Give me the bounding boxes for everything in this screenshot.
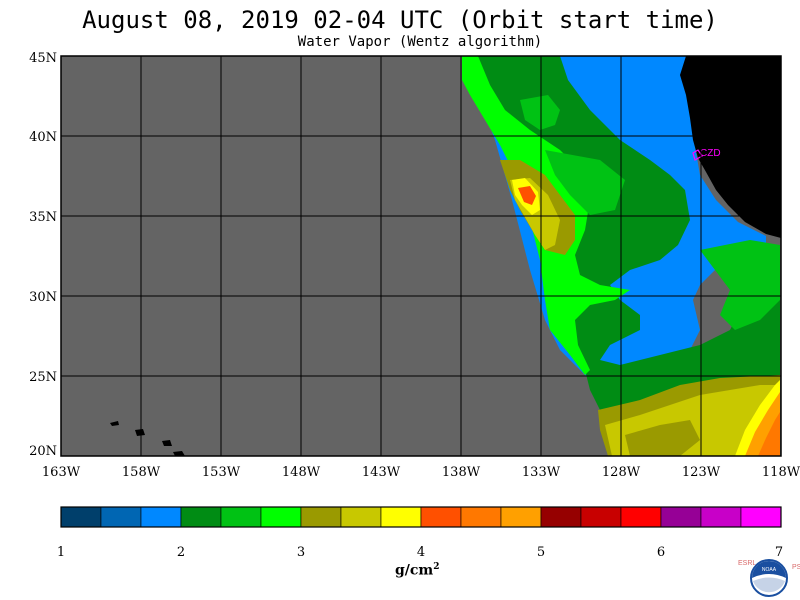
colorbar-swatch — [180, 506, 222, 528]
colorbar-tick-label: 6 — [657, 545, 665, 560]
colorbar-swatch — [740, 506, 782, 528]
map-panel: CZD — [60, 55, 782, 457]
map-subtitle: Water Vapor (Wentz algorithm) — [297, 34, 543, 50]
colorbar-swatch — [460, 506, 502, 528]
hawaii-island-2 — [135, 429, 145, 436]
colorbar-tick-label: 2 — [177, 545, 185, 560]
vapor-region-orange — [518, 186, 536, 205]
lon-label: 163W — [42, 465, 81, 480]
map-frame — [60, 55, 782, 457]
colorbar-tick-label: 3 — [297, 545, 305, 560]
logo-right-text: PSD — [792, 564, 800, 571]
lon-label: 128W — [602, 465, 641, 480]
lat-label: 20N — [29, 444, 57, 459]
station-marker-icon — [692, 149, 703, 161]
map-title: August 08, 2019 02-04 UTC (Orbit start t… — [82, 6, 718, 34]
lon-label: 158W — [122, 465, 161, 480]
land-coast — [680, 56, 781, 238]
colorbar-labels: 1 2 3 4 5 6 7 — [57, 545, 783, 560]
colorbar-swatch — [260, 506, 302, 528]
vapor-region-olive-south-2 — [625, 420, 700, 456]
colorbar-swatch — [500, 506, 542, 528]
colorbar-tick-label: 5 — [537, 545, 545, 560]
colorbar-swatch — [140, 506, 182, 528]
lon-label: 148W — [282, 465, 321, 480]
colorbar-swatch — [100, 506, 142, 528]
svg-text:NOAA: NOAA — [762, 567, 777, 573]
colorbar-swatch — [580, 506, 622, 528]
vapor-region-green — [520, 95, 560, 130]
colorbar-swatch — [660, 506, 702, 528]
colorbar-tick-label: 7 — [775, 545, 783, 560]
colorbar-tick-label: 4 — [417, 545, 425, 560]
lon-label: 123W — [682, 465, 721, 480]
lon-axis: 163W 158W 153W 148W 143W 138W 133W 128W … — [42, 465, 800, 480]
vapor-region-green-3 — [700, 240, 780, 330]
vapor-region-orange-south — [758, 412, 780, 456]
map-grid — [61, 56, 781, 456]
colorbar-swatch — [60, 506, 102, 528]
lat-label: 45N — [29, 51, 57, 66]
colorbar-swatch — [380, 506, 422, 528]
colorbar-frame — [60, 506, 782, 528]
lat-label: 40N — [29, 130, 57, 145]
lon-label: 143W — [362, 465, 401, 480]
hawaii-island-4 — [173, 451, 185, 456]
lon-label: 133W — [522, 465, 561, 480]
colorbar-unit: g/cm2 — [395, 562, 440, 579]
lat-label: 30N — [29, 290, 57, 305]
lat-axis: 45N 40N 35N 30N 25N 20N — [29, 51, 57, 459]
vapor-region-green-2 — [545, 150, 625, 215]
lon-label: 153W — [202, 465, 241, 480]
station-label: CZD — [700, 148, 721, 159]
colorbar-tick-label: 1 — [57, 545, 65, 560]
colorbar-swatch — [300, 506, 342, 528]
colorbar-swatch — [700, 506, 742, 528]
colorbar-swatch — [620, 506, 662, 528]
lon-label: 118W — [762, 465, 800, 480]
lat-label: 25N — [29, 370, 57, 385]
colorbar-swatch — [420, 506, 462, 528]
lon-label: 138W — [442, 465, 481, 480]
noaa-logo-icon: NOAA — [750, 559, 788, 597]
colorbar-swatch — [340, 506, 382, 528]
colorbar-swatch — [540, 506, 582, 528]
colorbar-swatch — [220, 506, 262, 528]
hawaii-island-1 — [110, 421, 119, 426]
colorbar — [60, 506, 782, 528]
lat-label: 35N — [29, 210, 57, 225]
hawaii-island-3 — [162, 440, 172, 446]
